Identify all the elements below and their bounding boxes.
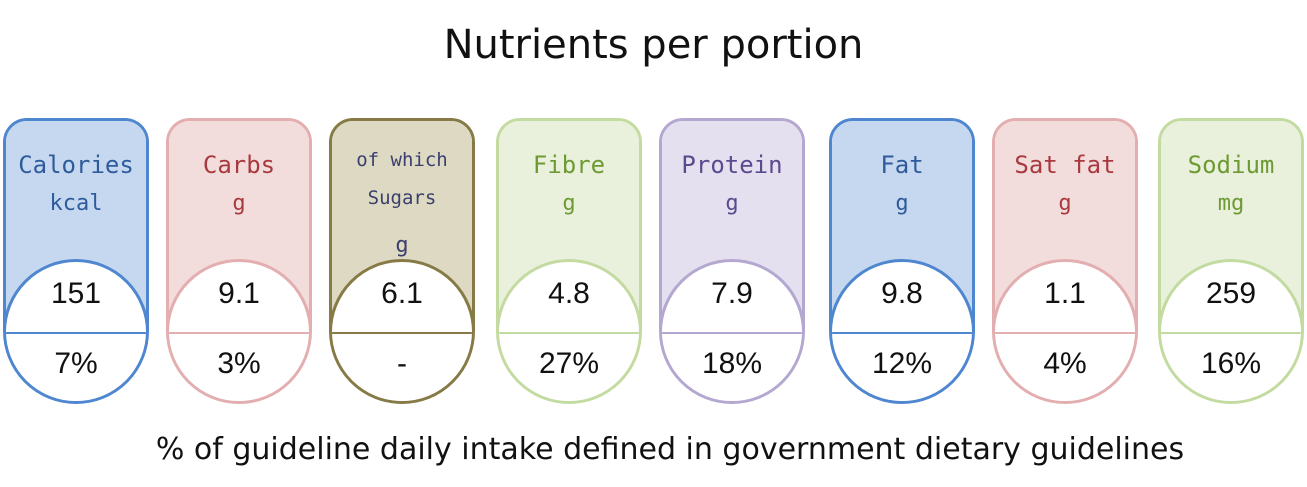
value-divider — [662, 332, 802, 334]
value-divider — [1161, 332, 1301, 334]
nutrient-name: Sodium — [1187, 151, 1275, 179]
nutrient-name: of which Sugars — [356, 149, 448, 209]
nutrient-card: Fat g 9.8 12% — [829, 118, 975, 404]
nutrient-name: Carbs — [202, 151, 276, 179]
nutrient-card: of which Sugars g 6.1 - — [329, 118, 475, 404]
nutrient-amount: 4.8 — [548, 277, 590, 310]
nutrient-amount: 6.1 — [381, 277, 423, 310]
value-divider — [832, 332, 972, 334]
nutrient-name: Sat fat — [1014, 151, 1116, 179]
daily-intake-percent: 18% — [701, 347, 763, 380]
footnote: % of guideline daily intake defined in g… — [155, 432, 1185, 467]
daily-intake-percent: 4% — [1043, 347, 1087, 380]
nutrient-unit: g — [895, 191, 909, 216]
nutrient-amount: 259 — [1205, 277, 1257, 310]
value-divider — [6, 332, 146, 334]
daily-intake-percent: 3% — [217, 347, 261, 380]
nutrient-unit: g — [1058, 191, 1072, 216]
nutrient-name: Calories — [18, 151, 134, 179]
nutrient-unit: mg — [1217, 191, 1245, 216]
value-divider — [332, 332, 472, 334]
value-divider — [995, 332, 1135, 334]
daily-intake-percent: 7% — [54, 347, 98, 380]
daily-intake-percent: - — [397, 347, 407, 380]
nutrient-amount: 151 — [50, 277, 102, 310]
value-divider — [499, 332, 639, 334]
nutrient-card: Carbs g 9.1 3% — [166, 118, 312, 404]
value-circle — [995, 259, 1135, 401]
nutrient-name: Fat — [880, 151, 924, 179]
nutrient-card: Fibre g 4.8 27% — [496, 118, 642, 404]
nutrient-card: Protein g 7.9 18% — [659, 118, 805, 404]
daily-intake-percent: 12% — [871, 347, 933, 380]
daily-intake-percent: 16% — [1200, 347, 1262, 380]
nutrient-amount: 7.9 — [711, 277, 753, 310]
nutrient-amount: 9.1 — [218, 277, 260, 310]
page-title: Nutrients per portion — [443, 22, 864, 68]
nutrient-unit: g — [725, 191, 739, 216]
value-circle — [499, 259, 639, 401]
value-circle — [662, 259, 802, 401]
nutrient-unit: kcal — [49, 191, 103, 216]
value-circle — [6, 259, 146, 401]
value-divider — [169, 332, 309, 334]
nutrient-unit: g — [232, 191, 246, 216]
nutrient-card: Calories kcal 151 7% — [3, 118, 149, 404]
nutrient-amount: 9.8 — [881, 277, 923, 310]
value-circle — [169, 259, 309, 401]
nutrient-card: Sodium mg 259 16% — [1158, 118, 1304, 404]
value-circle — [1161, 259, 1301, 401]
nutrient-unit: g — [395, 233, 409, 258]
value-circle — [832, 259, 972, 401]
nutrient-name: Protein — [681, 151, 783, 179]
daily-intake-percent: 27% — [538, 347, 600, 380]
nutrient-unit: g — [562, 191, 576, 216]
nutrient-amount: 1.1 — [1044, 277, 1086, 310]
value-circle — [332, 259, 472, 401]
nutrient-card: Sat fat g 1.1 4% — [992, 118, 1138, 404]
nutrient-name: Fibre — [532, 151, 606, 179]
